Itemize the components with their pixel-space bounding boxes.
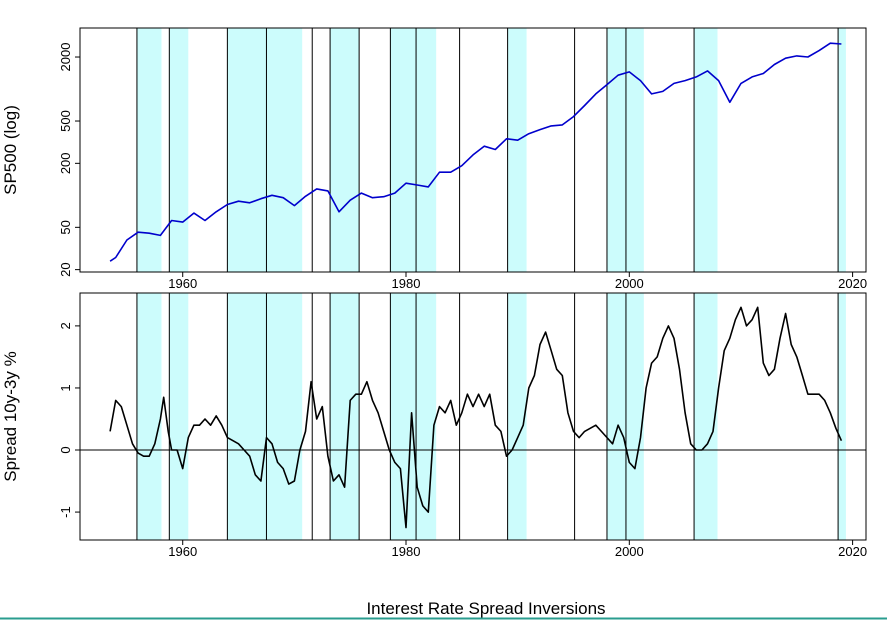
x-axis-label: Interest Rate Spread Inversions xyxy=(366,599,605,618)
shaded-period xyxy=(330,28,360,272)
y-tick-label: -1 xyxy=(58,506,73,518)
shaded-period xyxy=(694,28,718,272)
shaded-period xyxy=(507,293,527,540)
y-tick-label: 2000 xyxy=(58,43,73,72)
shaded-period xyxy=(136,28,162,272)
y-axis-label: SP500 (log) xyxy=(1,105,20,195)
shaded-period xyxy=(838,28,846,272)
shaded-period xyxy=(169,293,189,540)
data-line xyxy=(109,306,843,529)
x-tick-label: 2000 xyxy=(615,276,644,291)
y-tick-label: 500 xyxy=(58,110,73,132)
y-tick-label: 200 xyxy=(58,152,73,174)
shaded-period xyxy=(136,293,162,540)
plot-frame xyxy=(79,292,867,541)
shaded-period xyxy=(507,28,527,272)
x-tick-label: 1980 xyxy=(392,276,421,291)
shaded-period xyxy=(838,293,846,540)
x-tick-label: 2020 xyxy=(838,276,867,291)
x-tick-label: 1960 xyxy=(168,276,197,291)
x-tick-label: 2000 xyxy=(615,544,644,559)
y-axis-label: Spread 10y-3y % xyxy=(1,351,20,481)
data-line xyxy=(109,42,842,262)
plot-frame xyxy=(79,27,867,273)
y-tick-label: 20 xyxy=(58,262,73,276)
shaded-period xyxy=(227,28,303,272)
x-tick-label: 1960 xyxy=(168,544,197,559)
y-tick-label: 50 xyxy=(58,220,73,234)
shaded-period xyxy=(606,28,644,272)
shaded-period xyxy=(606,293,644,540)
shaded-period xyxy=(169,28,189,272)
y-tick-label: 1 xyxy=(58,384,73,391)
shaded-period xyxy=(227,293,303,540)
shaded-period xyxy=(390,28,437,272)
shaded-period xyxy=(330,293,360,540)
y-tick-label: 0 xyxy=(58,446,73,453)
x-tick-label: 1980 xyxy=(392,544,421,559)
x-tick-label: 2020 xyxy=(838,544,867,559)
shaded-period xyxy=(694,293,718,540)
y-tick-label: 2 xyxy=(58,322,73,329)
